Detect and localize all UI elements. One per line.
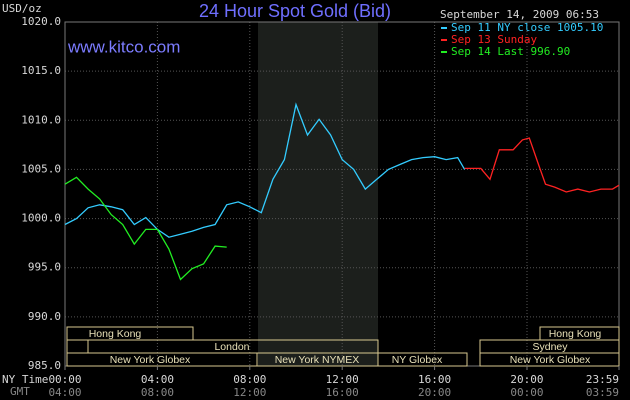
x2-tick-label: 20:00 — [418, 386, 451, 399]
x2-axis-label: GMT — [10, 385, 30, 398]
y-tick-label: 1010.0 — [21, 113, 61, 126]
series-line — [64, 176, 227, 281]
x-tick-label: 12:00 — [326, 373, 359, 386]
sessions: Hong Kong Hong Kong London Sydney New Yo… — [66, 326, 620, 367]
session-label: New York NYMEX — [275, 354, 360, 366]
x2-tick-label: 16:00 — [326, 386, 359, 399]
x2-tick-label: 03:59 — [586, 386, 619, 399]
x-tick-label: 00:00 — [48, 373, 81, 386]
x-tick-label: 20:00 — [510, 373, 543, 386]
x-tick-label: 08:00 — [233, 373, 266, 386]
y-axis-label: USD/oz — [2, 2, 42, 15]
session-box — [377, 352, 468, 367]
legend-label: Sep 11 NY close 1005.10 — [451, 21, 603, 34]
site-name: www.kitco.com — [67, 37, 180, 56]
x2-tick-label: 12:00 — [233, 386, 266, 399]
series-line — [64, 102, 466, 238]
session-label: Sydney — [532, 341, 568, 353]
session-label: NY Globex — [392, 354, 443, 366]
y-tick-label: 1000.0 — [21, 212, 61, 225]
y-tick-label: 990.0 — [28, 310, 61, 323]
y-tick-label: 985.0 — [28, 359, 61, 372]
session-label: New York Globex — [110, 354, 191, 366]
session-label: Hong Kong — [549, 328, 602, 340]
session-box — [479, 352, 620, 367]
series-line — [464, 137, 620, 193]
timestamp: September 14, 2009 06:53 — [440, 8, 599, 21]
legend-label: Sep 13 Sunday — [451, 33, 537, 46]
x2-tick-label: 04:00 — [48, 386, 81, 399]
y-tick-label: 1020.0 — [21, 15, 61, 28]
session-label: Hong Kong — [89, 328, 142, 340]
chart-title: 24 Hour Spot Gold (Bid) — [199, 1, 391, 21]
y-tick-label: 995.0 — [28, 261, 61, 274]
x-tick-label: 16:00 — [418, 373, 451, 386]
x-tick-label: 04:00 — [141, 373, 174, 386]
nymex-shade — [258, 22, 378, 366]
legend-label: Sep 14 Last 996.90 — [451, 45, 570, 58]
y-tick-label: 1005.0 — [21, 162, 61, 175]
x-tick-label: 23:59 — [586, 373, 619, 386]
session-label: New York Globex — [510, 354, 591, 366]
x-axis-label: NY Time — [2, 373, 48, 386]
y-tick-label: 1015.0 — [21, 64, 61, 77]
session-label: London — [214, 341, 249, 353]
x2-tick-label: 08:00 — [141, 386, 174, 399]
x2-tick-label: 00:00 — [510, 386, 543, 399]
